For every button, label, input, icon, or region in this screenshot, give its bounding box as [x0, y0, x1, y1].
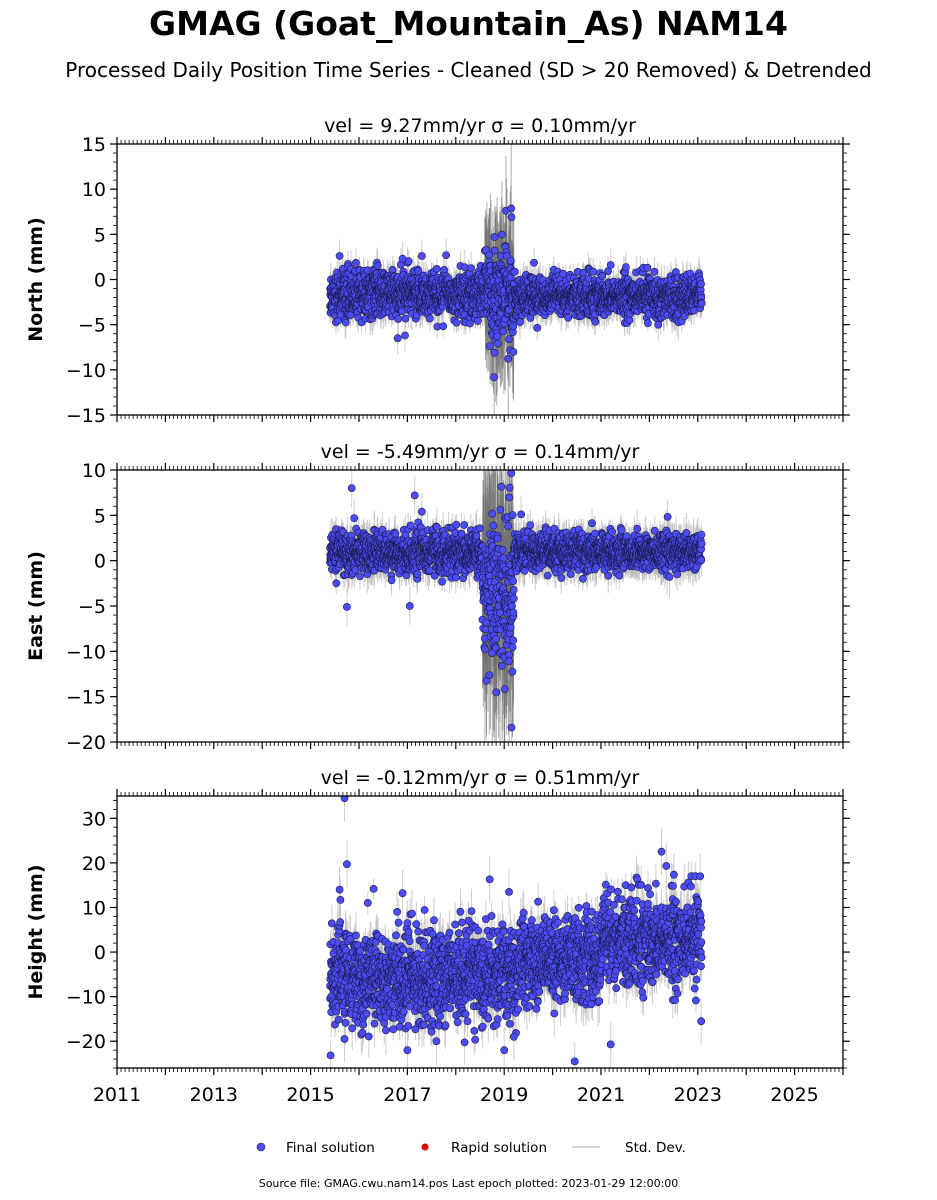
final-solution-point: [466, 319, 474, 328]
final-solution-point: [467, 264, 475, 272]
final-solution-point: [650, 267, 659, 276]
final-solution-point: [473, 317, 482, 325]
final-solution-point: [516, 318, 524, 326]
y-tick-label: −15: [66, 405, 106, 427]
final-solution-point: [533, 323, 542, 332]
final-solution-point: [439, 322, 448, 331]
final-solution-point: [490, 233, 499, 241]
y-tick-label: −5: [78, 315, 106, 337]
final-solution-point: [697, 280, 705, 288]
figure-subtitle: Processed Daily Position Time Series - C…: [65, 58, 872, 82]
final-solution-points: [326, 204, 706, 382]
final-solution-point: [606, 261, 615, 269]
plot-area: [326, 144, 706, 415]
final-solution-point: [432, 264, 441, 273]
final-solution-point: [485, 342, 494, 350]
final-solution-point: [351, 258, 360, 267]
figure-title: GMAG (Goat_Mountain_As) NAM14: [149, 4, 788, 43]
final-solution-point: [506, 256, 515, 265]
final-solution-point: [493, 332, 502, 340]
final-solution-point: [414, 267, 423, 275]
final-solution-point: [452, 318, 461, 327]
final-solution-point: [622, 263, 630, 271]
final-solution-point: [591, 317, 600, 326]
final-solution-point: [559, 269, 567, 278]
final-solution-point: [509, 322, 518, 330]
final-solution-point: [697, 299, 706, 308]
final-solution-point: [507, 213, 516, 222]
y-tick-label: 15: [82, 134, 106, 156]
final-solution-point: [504, 354, 513, 363]
final-solution-point: [643, 263, 652, 272]
final-solution-point: [497, 230, 506, 239]
final-solution-point: [346, 311, 355, 320]
final-solution-point: [394, 315, 403, 323]
final-solution-point: [398, 307, 407, 316]
final-solution-point: [341, 318, 350, 327]
final-solution-point: [398, 254, 407, 263]
final-solution-point: [509, 348, 518, 356]
y-tick-label: −10: [66, 360, 106, 382]
final-solution-point: [335, 252, 344, 260]
final-solution-point: [644, 319, 652, 328]
final-solution-point: [505, 335, 513, 343]
final-solution-point: [490, 373, 499, 382]
final-solution-point: [499, 327, 508, 336]
final-solution-point: [425, 314, 434, 323]
final-solution-point: [598, 271, 607, 280]
final-solution-point: [373, 261, 382, 270]
final-solution-point: [417, 252, 426, 260]
final-solution-point: [510, 267, 519, 276]
final-solution-point: [589, 267, 598, 276]
final-solution-point: [530, 258, 538, 267]
y-tick-label: 0: [94, 270, 106, 292]
final-solution-point: [507, 204, 516, 213]
final-solution-point: [564, 313, 573, 322]
final-solution-point: [490, 348, 499, 357]
final-solution-point: [401, 314, 410, 323]
final-solution-point: [493, 339, 502, 348]
y-tick-label: 5: [94, 224, 106, 246]
final-solution-point: [401, 331, 409, 340]
final-solution-point: [490, 246, 499, 255]
final-solution-point: [393, 334, 402, 343]
final-solution-point: [442, 251, 450, 259]
y-tick-label: 10: [82, 179, 106, 201]
